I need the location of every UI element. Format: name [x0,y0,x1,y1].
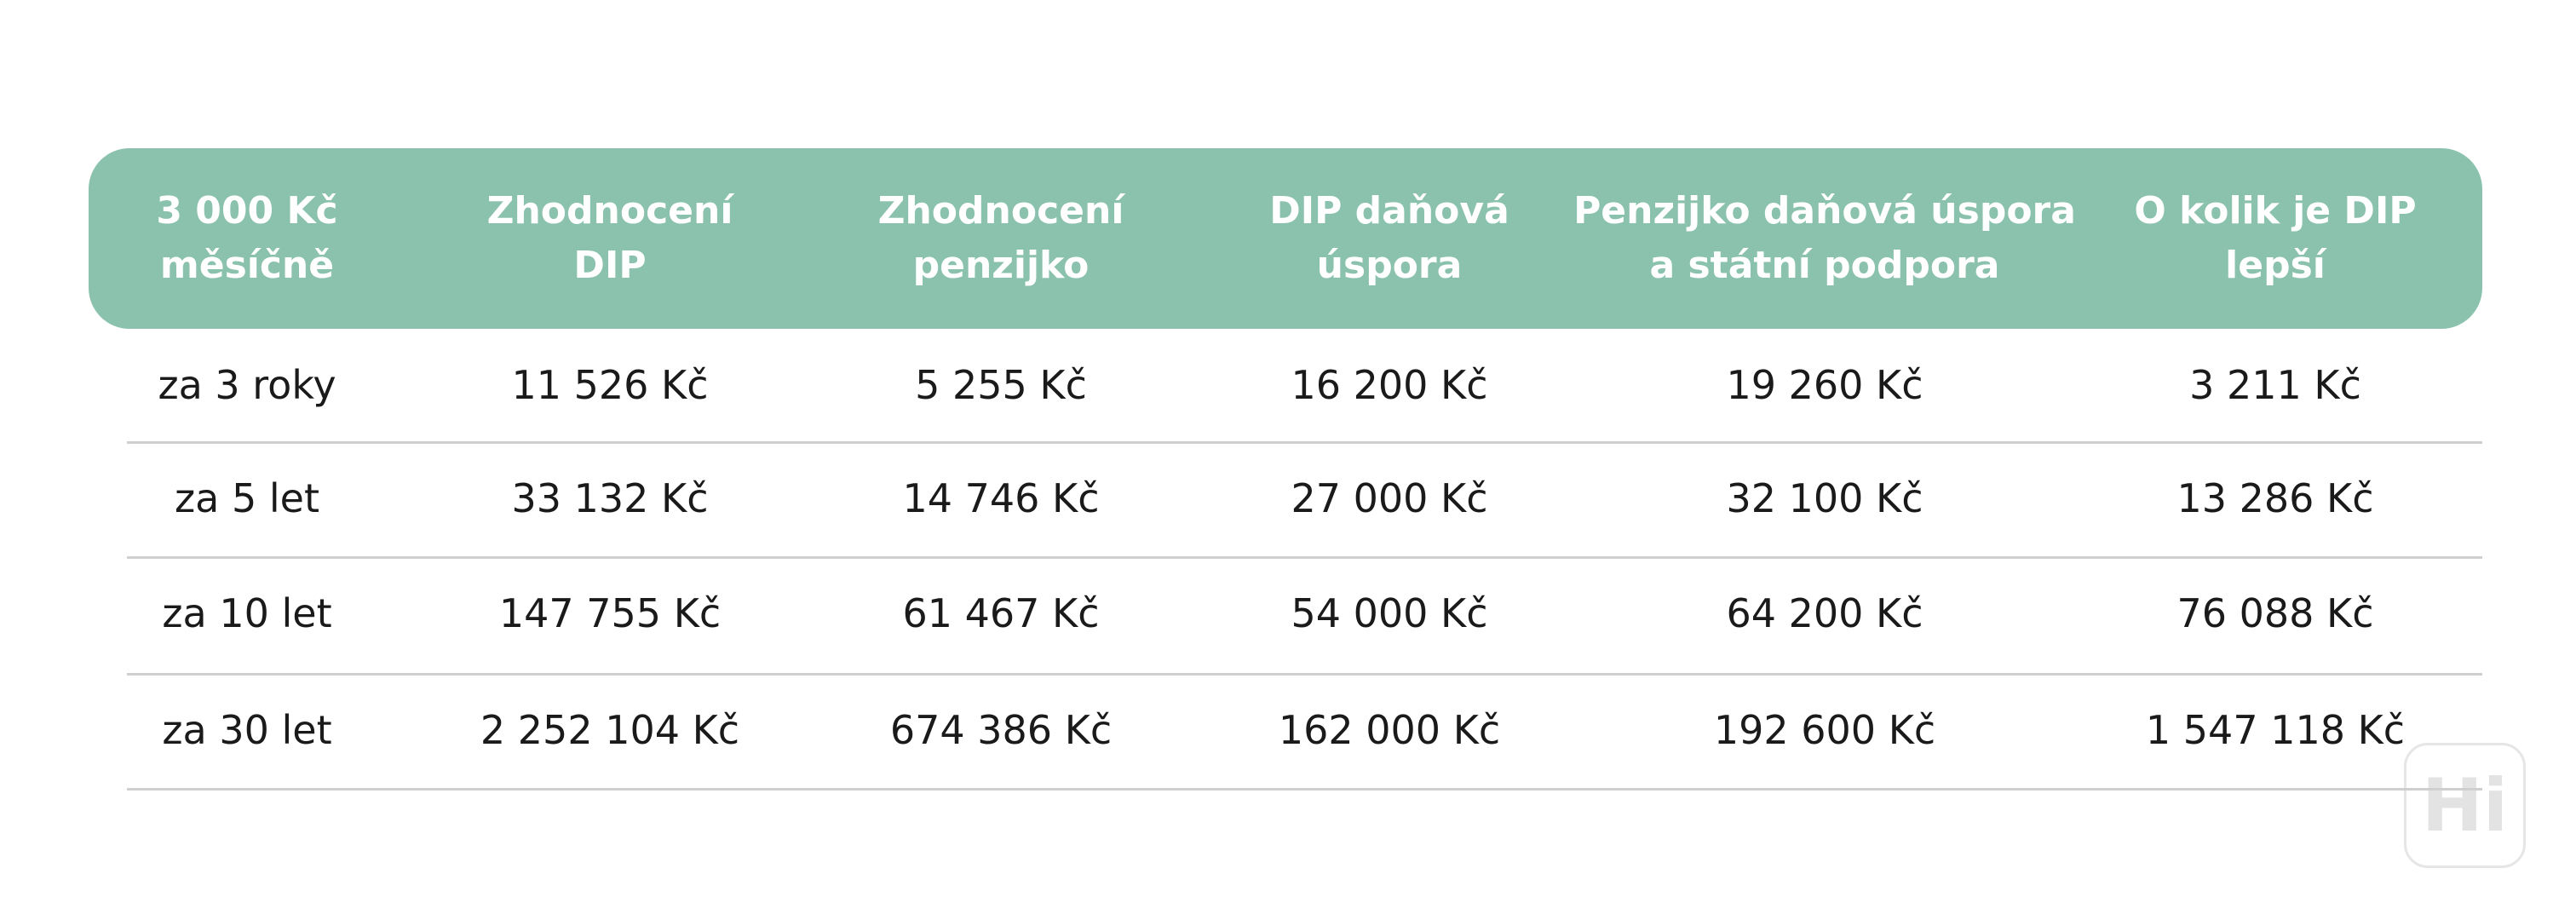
header-line: lepší [2225,244,2326,287]
cell-value: 13 286 Kč [2176,475,2374,521]
cell-value: 64 200 Kč [1726,590,1923,636]
header-cell: Zhodnocení DIP [487,184,733,293]
header-line: Zhodnocení [486,189,733,233]
cell-value: 3 211 Kč [2189,362,2361,408]
header-cell: DIP daňová úspora [1269,184,1509,293]
cell-value: 33 132 Kč [511,475,709,521]
cell-value: 27 000 Kč [1291,475,1488,521]
cell-value: 16 200 Kč [1291,362,1488,408]
row-divider [127,441,2482,444]
header-line: 3 000 Kč [156,189,338,233]
header-line: a státní podpora [1649,244,2000,287]
row-divider [127,556,2482,559]
header-band [89,148,2482,329]
row-divider [127,788,2482,791]
row-label: za 3 roky [158,362,336,408]
header-line: O kolik je DIP [2134,189,2417,233]
cell-value: 54 000 Kč [1291,590,1488,636]
cell-value: 1 547 118 Kč [2145,707,2406,753]
cell-value: 61 467 Kč [902,590,1100,636]
cell-value: 162 000 Kč [1278,707,1501,753]
cell-value: 11 526 Kč [511,362,709,408]
cell-value: 14 746 Kč [902,475,1100,521]
header-line: Penzijko daňová úspora [1573,189,2076,233]
header-cell: O kolik je DIP lepší [2134,184,2416,293]
row-label: za 10 let [162,590,332,636]
cell-value: 19 260 Kč [1726,362,1923,408]
watermark: Hi [2404,743,2526,868]
cell-value: 5 255 Kč [915,362,1087,408]
header-line: penzijko [912,244,1090,287]
cell-value: 32 100 Kč [1726,475,1923,521]
cell-value: 674 386 Kč [889,707,1113,753]
header-line: úspora [1316,244,1463,287]
row-label: za 30 let [162,707,332,753]
cell-value: 76 088 Kč [2176,590,2374,636]
row-divider [127,673,2482,676]
header-line: Zhodnocení [877,189,1124,233]
cell-value: 147 755 Kč [498,590,722,636]
header-line: DIP daňová [1269,189,1509,233]
row-label: za 5 let [175,475,319,521]
header-cell: 3 000 Kč měsíčně [156,184,337,293]
header-line: DIP [573,244,647,287]
cell-value: 2 252 104 Kč [480,707,740,753]
header-cell: Zhodnocení penzijko [878,184,1124,293]
header-line: měsíčně [159,244,335,287]
header-cell: Penzijko daňová úspora a státní podpora [1573,184,2076,293]
cell-value: 192 600 Kč [1713,707,1936,753]
